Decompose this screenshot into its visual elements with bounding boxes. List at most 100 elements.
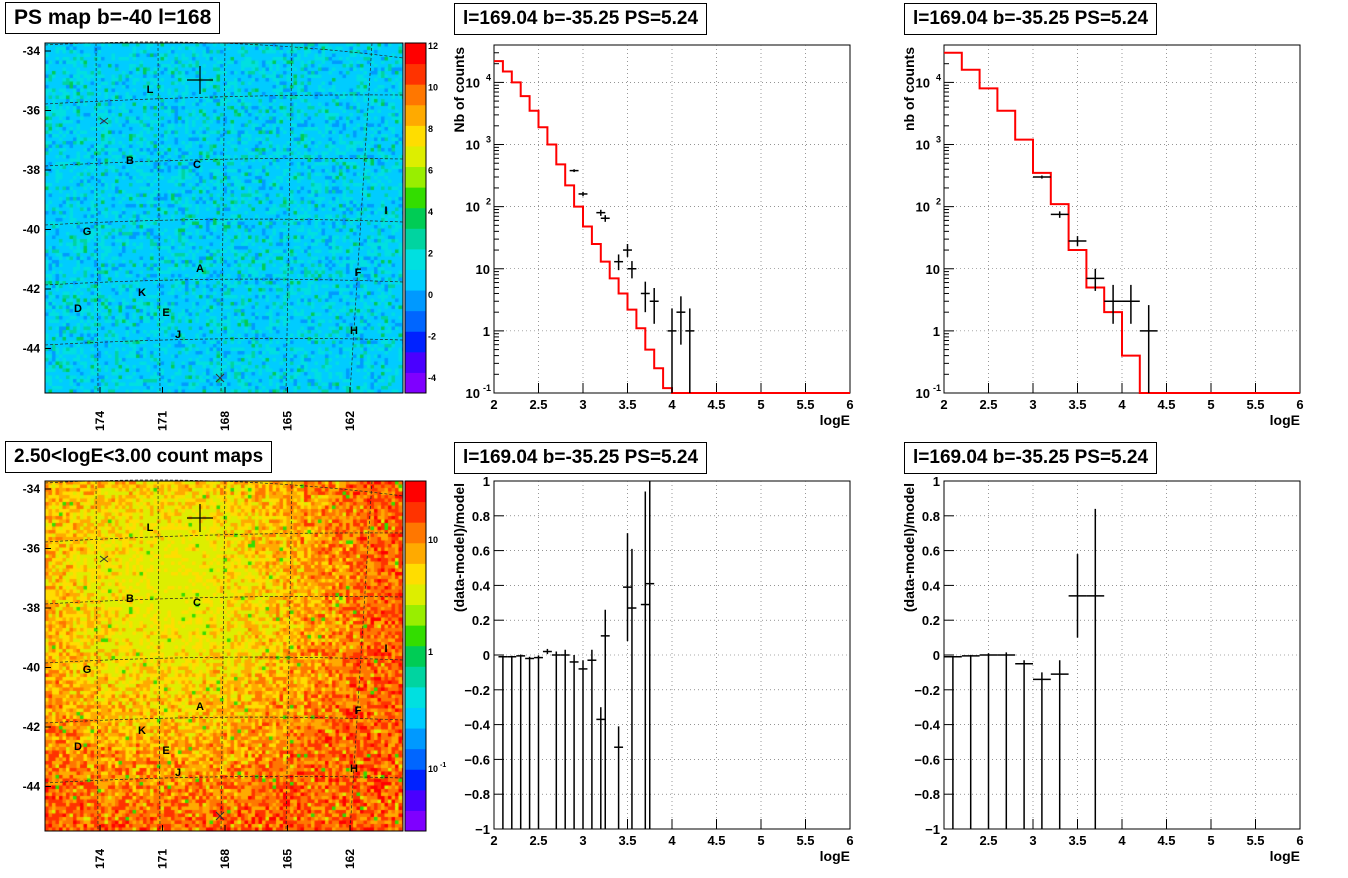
x-tick-label: 6: [846, 397, 853, 412]
residual-left-chart: 2 2.5 3 3.5 4 4.5 5 5.5 6 −1 −0.8 −0.6 −0.4 −0.2 0 0.2 0…: [451, 474, 854, 864]
graticule-lat-line: [44, 337, 404, 346]
map-y-tick-label: -34: [23, 44, 41, 58]
map-x-tick-label: 168: [218, 849, 232, 869]
colorbar-tick-label: -2: [428, 332, 436, 342]
y-tick-label: 1: [483, 324, 490, 339]
x-tick-label: 2.5: [979, 397, 997, 412]
graticule-lon-line: [95, 480, 99, 832]
x-tick-label: 2.5: [979, 833, 997, 848]
colorbar-tick-label: 4: [428, 207, 433, 217]
graticule-lat-line: [44, 157, 404, 167]
colorbar-cell: [405, 645, 426, 667]
colorbar-cell: [405, 728, 426, 750]
x-tick-label: 4: [668, 397, 676, 412]
map-y-tick-label: -44: [23, 780, 41, 794]
colorbar-cell: [405, 207, 426, 229]
x-tick-label: 4: [668, 833, 676, 848]
colorbar-cell: [405, 331, 426, 353]
y-tick-label: −0.6: [914, 752, 940, 767]
graticule-lon-line: [349, 480, 373, 832]
y-axis-label: (data-model)/model: [451, 483, 467, 612]
y-tick-label: 10: [916, 75, 930, 90]
colorbar-cell: [405, 501, 426, 523]
x-tick-label: 6: [1296, 397, 1303, 412]
x-tick-label: 5.5: [796, 833, 814, 848]
y-tick-label: 10: [466, 138, 480, 153]
source-label: D: [74, 741, 82, 753]
map-top-title: PS map b=-40 l=168: [5, 2, 221, 34]
y-tick-label: 0.6: [922, 544, 940, 559]
y-tick-label: 0: [933, 648, 940, 663]
source-label: L: [147, 522, 154, 534]
map-y-tick-label: -40: [23, 661, 41, 675]
y-tick-label: 0.4: [472, 578, 491, 593]
colorbar-cell: [405, 310, 426, 332]
map-y-tick-label: -40: [23, 223, 41, 237]
map-y-tick-label: -44: [23, 342, 41, 356]
colorbar-tick-label: 8: [428, 124, 433, 134]
graticule-lat-line: [44, 218, 404, 226]
graticule-lon-line: [157, 42, 161, 394]
x-tick-label: 5.5: [1246, 397, 1264, 412]
y-tick-label: −0.8: [464, 787, 490, 802]
map-x-tick-label: 165: [281, 411, 295, 431]
colorbar-tick-label: 6: [428, 166, 433, 176]
graticule-lat-line: [44, 278, 404, 286]
colorbar-cell: [405, 248, 426, 270]
colorbar-cell: [405, 604, 426, 626]
x-tick-label: 5: [1207, 397, 1214, 412]
y-tick-label: 1: [483, 474, 490, 489]
map-y-tick-label: -34: [23, 482, 41, 496]
map-y-tick-label: -36: [23, 542, 41, 556]
x-tick-label: 3.5: [618, 397, 636, 412]
y-axis-label: nb of counts: [901, 47, 917, 131]
colorbar-tick-label: 1: [428, 647, 433, 657]
source-label: A: [196, 701, 204, 713]
source-label: K: [138, 287, 146, 299]
model-step-line: [494, 60, 850, 394]
x-tick-label: 5: [1207, 833, 1214, 848]
y-tick-label: 0.8: [472, 509, 490, 524]
x-tick-label: 4.5: [1157, 833, 1175, 848]
map-y-tick-label: -42: [23, 282, 41, 296]
colorbar-cell: [405, 707, 426, 729]
x-tick-label: 2: [490, 833, 497, 848]
count-map-overlay: -34 -36 -38 -40 -42 -44 174 171 168 165 162 L B C G I A F…: [23, 479, 446, 869]
map-y-tick-label: -36: [23, 104, 41, 118]
x-tick-label: 5: [757, 397, 764, 412]
residual-right-title: l=169.04 b=-35.25 PS=5.24: [904, 442, 1158, 474]
colorbar-tick-label: 0: [428, 290, 433, 300]
x-tick-label: 4.5: [707, 397, 725, 412]
y-tick-label: −0.8: [914, 787, 940, 802]
x-tick-label: 5.5: [796, 397, 814, 412]
x-axis-label: logE: [1270, 848, 1300, 864]
x-tick-label: 4: [1118, 397, 1126, 412]
graticule-lat-line: [44, 41, 404, 59]
x-tick-label: 3.5: [1068, 397, 1086, 412]
colorbar-cell: [405, 166, 426, 188]
colorbar-frame: [404, 480, 427, 832]
colorbar-cell: [405, 187, 426, 209]
source-label: J: [175, 767, 181, 779]
graticule-lat-line: [44, 656, 404, 664]
y-tick-label: 0.2: [922, 613, 940, 628]
x-tick-label: 5: [757, 833, 764, 848]
graticule-lat-line: [44, 479, 404, 497]
y-axis-label: Nb of counts: [451, 47, 467, 133]
colorbar-cell: [405, 522, 426, 544]
y-axis-label: (data-model)/model: [901, 483, 917, 612]
y-tick-label: −1: [475, 822, 490, 837]
graticule-lat-line: [44, 94, 404, 105]
y-tick-label: 10: [916, 138, 930, 153]
y-tick-label-exponent: 4: [936, 72, 941, 82]
x-tick-label: 3.5: [618, 833, 636, 848]
source-label: I: [384, 205, 387, 217]
source-label: E: [162, 745, 169, 757]
y-tick-label: −0.4: [464, 718, 490, 733]
source-label: K: [138, 725, 146, 737]
y-tick-label: −1: [925, 822, 940, 837]
source-label: I: [384, 643, 387, 655]
x-tick-label: 3.5: [1068, 833, 1086, 848]
